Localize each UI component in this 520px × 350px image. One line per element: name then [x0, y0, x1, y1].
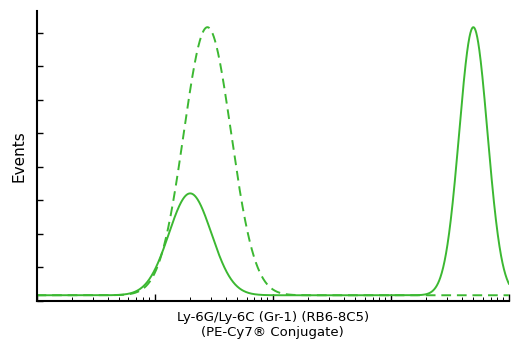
Y-axis label: Events: Events: [11, 130, 26, 182]
X-axis label: Ly-6G/Ly-6C (Gr-1) (RB6-8C5)
(PE-Cy7® Conjugate): Ly-6G/Ly-6C (Gr-1) (RB6-8C5) (PE-Cy7® Co…: [177, 311, 369, 339]
